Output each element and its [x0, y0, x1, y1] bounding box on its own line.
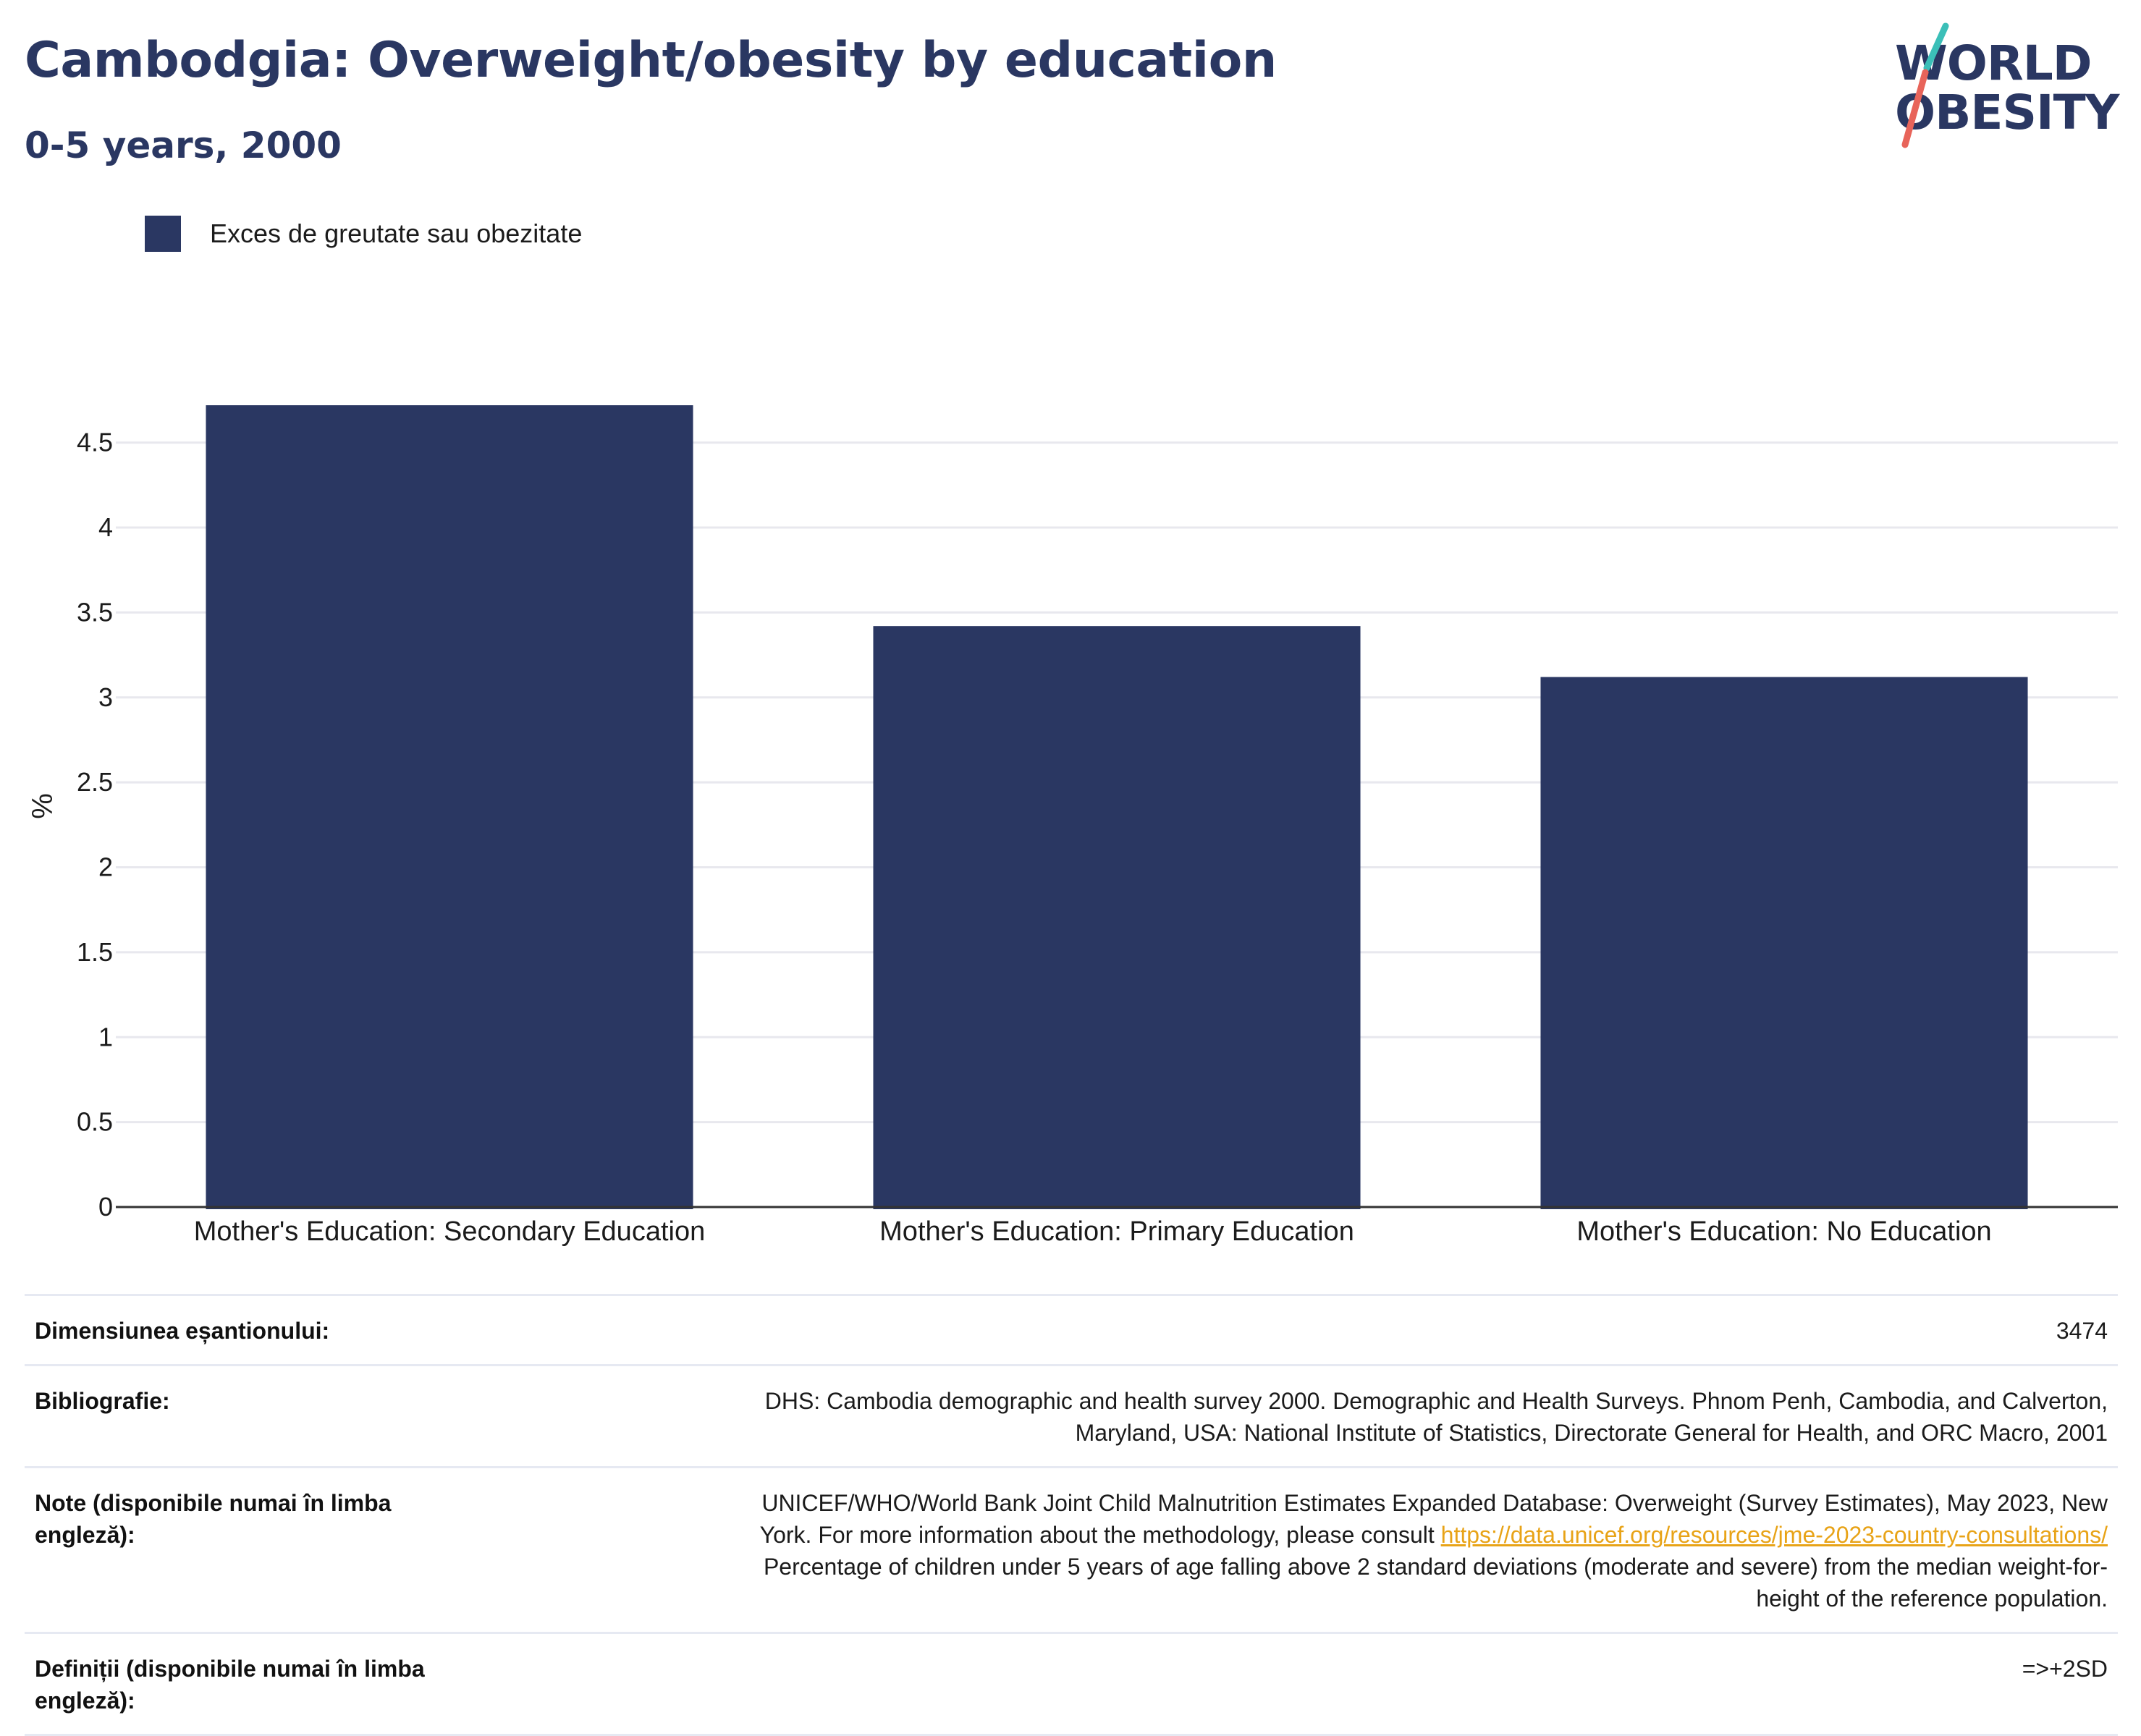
bibliography-line-2: Maryland, USA: National Institute of Sta… — [1075, 1420, 2108, 1446]
y-tick-label: 4.5 — [77, 428, 113, 457]
notes-line-4: height of the reference population. — [1756, 1585, 2108, 1612]
definitions-label: Definiții (disponibile numai în limba en… — [35, 1656, 425, 1714]
y-tick-label: 1 — [98, 1022, 113, 1051]
y-tick-label: 3.5 — [77, 597, 113, 627]
chart-subtitle: 0-5 years, 2000 — [25, 124, 342, 166]
notes-line-3: Percentage of children under 5 years of … — [763, 1554, 2108, 1580]
y-axis-label: % — [27, 793, 59, 819]
bibliography-label: Bibliografie: — [35, 1388, 170, 1414]
y-tick-label: 2 — [98, 852, 113, 882]
x-tick-label: Mother's Education: Secondary Education — [194, 1216, 705, 1247]
chart-title: Cambodgia: Overweight/obesity by educati… — [25, 32, 1277, 89]
notes-label: Note (disponibile numai în limba engleză… — [35, 1490, 392, 1548]
info-row-definitions: Definiții (disponibile numai în limba en… — [25, 1632, 2118, 1736]
sample-size-value: 3474 — [2056, 1318, 2108, 1344]
axes: 0 0.5 1 1.5 2 2.5 3 3.5 4 4.5 Mother's Education: … — [27, 428, 2118, 1247]
notes-value: UNICEF/WHO/World Bank Joint Child Malnut… — [498, 1487, 2108, 1614]
info-row-sample-size: Dimensiunea eșantionului: 3474 — [25, 1294, 2118, 1364]
y-tick-label: 0.5 — [77, 1107, 113, 1137]
y-tick-label: 2.5 — [77, 767, 113, 797]
info-row-notes: Note (disponibile numai în limba engleză… — [25, 1466, 2118, 1632]
legend-label: Exces de greutate sau obezitate — [210, 219, 583, 248]
logo-text-obesity: OBESITY — [1895, 85, 2119, 140]
x-tick-label: Mother's Education: Primary Education — [879, 1216, 1354, 1247]
bar-chart: 0 0.5 1 1.5 2 2.5 3 3.5 4 4.5 Mother's Education: … — [27, 405, 2118, 1247]
sample-size-label: Dimensiunea eșantionului: — [35, 1318, 330, 1344]
definitions-value: =>+2SD — [2022, 1656, 2108, 1682]
bar — [1540, 677, 2028, 1209]
y-tick-label: 3 — [98, 682, 113, 712]
logo-slash-icon — [1901, 22, 1949, 148]
bibliography-value: DHS: Cambodia demographic and health sur… — [498, 1385, 2108, 1449]
legend: Exces de greutate sau obezitate — [145, 216, 582, 252]
info-table: Dimensiunea eșantionului: 3474 Bibliogra… — [25, 1294, 2118, 1736]
y-tick-label: 0 — [98, 1192, 113, 1221]
notes-link[interactable]: https://data.unicef.org/resources/jme-20… — [1440, 1522, 2108, 1548]
notes-line-1: UNICEF/WHO/World Bank Joint Child Malnut… — [761, 1490, 2108, 1516]
x-tick-label: Mother's Education: No Education — [1576, 1216, 1991, 1247]
legend-swatch — [145, 216, 181, 252]
notes-line-2: York. For more information about the met… — [759, 1522, 1441, 1548]
y-tick-label: 4 — [98, 512, 113, 542]
bar — [873, 626, 1361, 1209]
bars — [206, 405, 2028, 1209]
bar — [206, 405, 693, 1209]
info-row-bibliography: Bibliografie: DHS: Cambodia demographic … — [25, 1364, 2118, 1466]
world-obesity-logo: WORLD OBESITY — [1882, 22, 2128, 152]
y-tick-label: 1.5 — [77, 937, 113, 967]
bibliography-line-1: DHS: Cambodia demographic and health sur… — [764, 1388, 2108, 1414]
